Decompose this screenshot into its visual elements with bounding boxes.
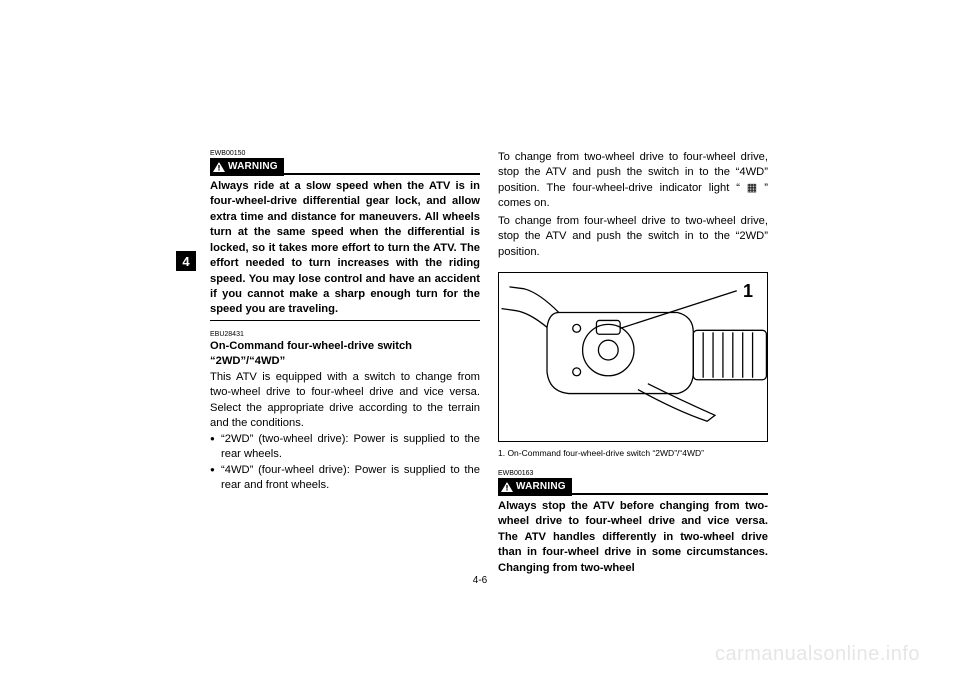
list-item: “2WD” (two-wheel drive): Power is suppli… [210,432,480,463]
warning-header: WARNING [498,478,768,496]
figure-caption: 1. On-Command four-wheel-drive switch “2… [498,448,768,460]
body-paragraph: To change from two-wheel drive to four-w… [498,150,768,212]
header-rule [284,173,480,175]
doc-code: EWB00163 [498,470,768,477]
figure-switch: 1 [498,272,768,442]
bullet-list: “2WD” (two-wheel drive): Power is suppli… [210,432,480,494]
body-paragraph: This ATV is equipped with a switch to ch… [210,370,480,432]
page-number: 4-6 [0,575,960,586]
watermark-text: carmanualsonline.info [715,643,920,666]
left-column: EWB00150 WARNING Always ride at a slow s… [210,150,480,576]
right-column: To change from two-wheel drive to four-w… [498,150,768,576]
content-columns: EWB00150 WARNING Always ride at a slow s… [210,150,768,576]
subsection-heading: “2WD”/“4WD” [210,354,480,369]
warning-header: WARNING [210,158,480,176]
subsection-heading: On-Command four-wheel-drive switch [210,339,480,354]
section-rule [210,320,480,321]
section-tab: 4 [176,251,196,271]
warning-badge: WARNING [210,158,284,176]
figure-callout-number: 1 [743,279,753,304]
warning-triangle-icon [501,482,513,492]
list-item: “4WD” (four-wheel drive): Power is suppl… [210,463,480,494]
manual-page: 4 EWB00150 WARNING Always ride at a slow… [0,0,960,678]
warning-triangle-icon [213,162,225,172]
doc-code: EWB00150 [210,150,480,157]
warning-label: WARNING [228,160,278,174]
warning-label: WARNING [516,480,566,494]
warning-body: Always stop the ATV before changing from… [498,499,768,576]
body-paragraph: To change from four-wheel drive to two-w… [498,214,768,260]
warning-badge: WARNING [498,478,572,496]
doc-code: EBU28431 [210,331,480,338]
header-rule [572,493,768,495]
figure-illustration [499,273,767,441]
warning-body: Always ride at a slow speed when the ATV… [210,179,480,318]
